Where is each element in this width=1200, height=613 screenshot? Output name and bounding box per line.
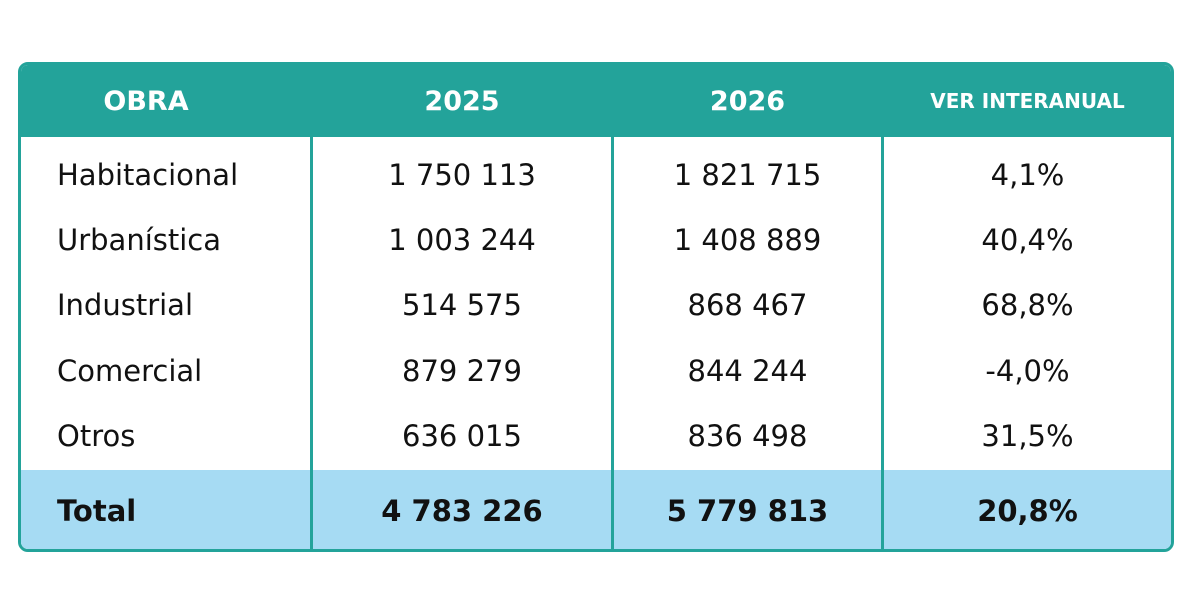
table-cell-category: Industrial [57,288,194,322]
table-cell-2026: 868 467 [687,288,808,322]
total-variation: 20,8% [977,494,1078,528]
table-cell-2026: 1 408 889 [673,223,822,257]
table-cell-category: Urbanística [57,223,222,257]
header-cell-2025: 2025 [424,85,500,117]
total-2026: 5 779 813 [666,494,829,528]
table-cell-variation: 68,8% [981,288,1074,322]
total-2025: 4 783 226 [381,494,543,528]
column-divider [881,137,884,549]
table-cell-2025: 1 003 244 [388,223,536,257]
table-cell-2026: 844 244 [687,354,808,388]
table-total-row [21,470,1171,549]
column-divider [611,137,614,549]
table-cell-category: Habitacional [57,158,239,192]
column-divider [310,137,313,549]
table-cell-2025: 636 015 [402,419,522,453]
header-cell-ver-interanual: VER INTERANUAL [930,89,1125,113]
table-cell-variation: -4,0% [985,354,1070,388]
header-cell-2026: 2026 [709,85,786,117]
table-cell-2026: 836 498 [687,419,808,453]
table-cell-2025: 879 279 [402,354,522,388]
header-cell-obra: OBRA [103,85,189,117]
table-header-row [21,65,1171,137]
table-cell-variation: 40,4% [981,223,1074,257]
total-label: Total [57,494,137,528]
table-cell-category: Otros [57,419,136,453]
table-cell-2025: 1 750 113 [388,158,536,192]
table-cell-category: Comercial [57,354,203,388]
data-table: OBRA 2025 2026 VER INTERANUAL Habitacion… [18,62,1174,552]
table-cell-2025: 514 575 [402,288,522,322]
table-cell-variation: 4,1% [990,158,1065,192]
table-cell-2026: 1 821 715 [673,158,822,192]
table-cell-variation: 31,5% [981,419,1074,453]
